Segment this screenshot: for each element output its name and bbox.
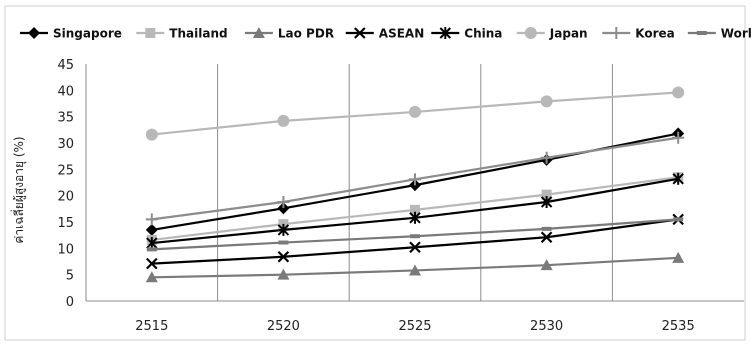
data-point-korea bbox=[540, 151, 553, 164]
data-point-asean-stroke bbox=[540, 231, 553, 244]
x-axis-ticks: 2515 2520 2525 2530 2535 bbox=[135, 319, 694, 334]
legend-item-lao-pdr: Lao PDR bbox=[244, 27, 334, 41]
x-tick-label: 2530 bbox=[530, 319, 563, 334]
data-point-lao-pdr bbox=[145, 271, 158, 283]
series-china bbox=[146, 172, 684, 250]
data-point-japan bbox=[409, 105, 421, 118]
data-point-lao-pdr bbox=[277, 268, 290, 280]
x-tick-label: 2520 bbox=[267, 319, 300, 334]
legend-item-asean: ASEAN bbox=[345, 27, 424, 41]
y-tick-label: 0 bbox=[66, 295, 74, 310]
legend: Singapore Thailand Lao PDR ASEAN China Japan K… bbox=[20, 27, 751, 41]
y-tick-label: 15 bbox=[57, 216, 74, 231]
legend-marker-korea bbox=[610, 27, 623, 39]
series-world bbox=[146, 217, 684, 252]
x-tick-label: 2535 bbox=[662, 319, 695, 334]
y-tick-label: 10 bbox=[57, 242, 74, 257]
data-point-china bbox=[277, 223, 290, 236]
data-point-asean bbox=[277, 250, 290, 263]
legend-label-japan: Japan bbox=[549, 27, 588, 41]
data-point-asean-stroke bbox=[277, 250, 290, 263]
legend-marker-lao-pdr bbox=[252, 27, 265, 38]
data-point-singapore bbox=[277, 202, 290, 215]
data-point-china bbox=[146, 237, 158, 250]
x-tick-label: 2515 bbox=[135, 319, 168, 334]
data-point-lao-pdr bbox=[540, 259, 553, 271]
data-point-asean-stroke bbox=[409, 241, 421, 254]
legend-label-china: China bbox=[464, 27, 502, 41]
legend-item-china: China bbox=[431, 27, 502, 41]
data-point-korea bbox=[145, 213, 158, 226]
data-point-japan bbox=[145, 128, 158, 141]
legend-marker-asean bbox=[354, 27, 366, 39]
y-tick-label: 20 bbox=[57, 190, 74, 205]
y-tick-label: 45 bbox=[57, 58, 74, 73]
data-point-world bbox=[410, 234, 420, 239]
data-point-japan bbox=[540, 95, 553, 108]
legend-marker-singapore bbox=[28, 27, 40, 39]
y-axis-ticks: 0 5 10 15 20 25 30 35 40 45 bbox=[57, 58, 74, 310]
x-tick-label: 2525 bbox=[398, 319, 431, 334]
legend-item-world: World bbox=[687, 27, 751, 41]
legend-marker-asean-stroke bbox=[354, 27, 366, 39]
legend-label-lao-pdr: Lao PDR bbox=[278, 27, 334, 41]
y-axis-label: ค่าเฉลี่ยผู้สูงอายุ (%) bbox=[10, 136, 27, 243]
data-point-china bbox=[672, 172, 684, 185]
y-tick-label: 5 bbox=[66, 269, 74, 284]
data-point-world bbox=[673, 217, 684, 222]
data-point-world bbox=[541, 226, 552, 231]
data-point-korea bbox=[277, 195, 290, 208]
data-point-world bbox=[278, 240, 289, 245]
data-point-china bbox=[540, 195, 553, 208]
legend-item-japan: Japan bbox=[516, 27, 588, 41]
legend-item-thailand: Thailand bbox=[136, 27, 228, 41]
legend-label-korea: Korea bbox=[635, 27, 675, 41]
legend-label-singapore: Singapore bbox=[53, 27, 122, 41]
series-korea bbox=[145, 131, 685, 226]
data-point-singapore bbox=[145, 223, 158, 236]
data-point-lao-pdr bbox=[409, 264, 421, 276]
legend-label-asean: ASEAN bbox=[379, 27, 424, 41]
data-point-korea bbox=[672, 131, 685, 144]
data-point-asean bbox=[146, 257, 158, 270]
series-japan bbox=[145, 86, 685, 141]
data-point-asean-stroke bbox=[146, 257, 158, 270]
data-point-china bbox=[409, 211, 421, 224]
data-point-thailand bbox=[541, 189, 552, 200]
legend-marker-world bbox=[696, 31, 707, 35]
data-point-japan bbox=[277, 114, 290, 127]
data-point-world bbox=[146, 247, 157, 252]
chart-frame bbox=[4, 5, 746, 341]
legend-item-singapore: Singapore bbox=[20, 27, 122, 41]
legend-marker-china bbox=[439, 27, 452, 39]
y-tick-label: 30 bbox=[57, 137, 74, 152]
legend-label-thailand: Thailand bbox=[169, 27, 227, 41]
y-tick-label: 40 bbox=[57, 84, 74, 99]
series-group bbox=[145, 86, 685, 283]
legend-label-world: World bbox=[721, 27, 751, 41]
data-point-korea bbox=[409, 173, 421, 186]
y-tick-label: 35 bbox=[57, 111, 74, 126]
data-point-asean bbox=[540, 231, 553, 244]
data-point-lao-pdr bbox=[672, 251, 685, 263]
data-point-japan bbox=[672, 86, 685, 99]
grid bbox=[85, 64, 744, 302]
legend-item-korea: Korea bbox=[602, 27, 675, 41]
y-tick-label: 25 bbox=[57, 163, 74, 178]
series-lao-pdr bbox=[145, 251, 685, 283]
data-point-asean bbox=[409, 241, 421, 254]
legend-marker-japan bbox=[524, 27, 537, 39]
data-point-thailand bbox=[410, 204, 420, 215]
legend-marker-thailand bbox=[145, 28, 156, 38]
